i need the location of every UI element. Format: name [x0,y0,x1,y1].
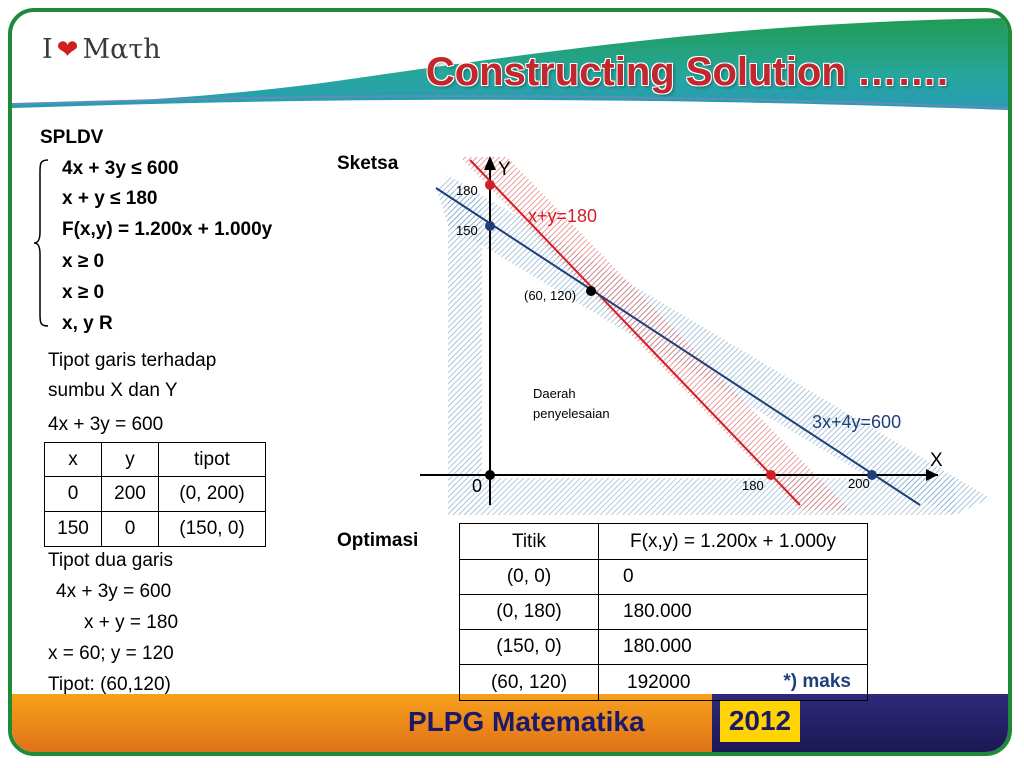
tipot-heading-2: sumbu X dan Y [48,380,178,401]
point-y-150 [485,221,495,231]
intersection-eq-1: 4x + 3y = 600 [56,581,172,602]
constraint-3: x ≥ 0 [62,251,105,272]
cell: 150 [44,511,102,547]
spldv-label: SPLDV [40,127,104,148]
red-line-label: x+y=180 [528,206,597,226]
footer-title: PLPG Matematika [408,706,645,737]
header-titik: Titik [459,523,599,560]
constraint-4: x ≥ 0 [62,282,105,303]
table-row: (0, 0) 0 [459,559,868,595]
max-value: 192000 [627,671,691,693]
table-header-row: Titik F(x,y) = 1.200x + 1.000y [459,523,868,560]
logo: I ❤ Mατh [42,34,161,65]
x-tick-200: 200 [848,476,870,491]
tipot-dua-label: Tipot dua garis [48,550,173,571]
table-row: (60, 120) 192000 *) maks [459,664,868,701]
region-label-2: penyelesaian [533,406,610,421]
y-tick-150: 150 [456,223,478,238]
table-row: 150 0 (150, 0) [44,511,266,547]
table-row: 0 200 (0, 200) [44,476,266,512]
bottom-hatched-strip [482,478,955,515]
domain-constraint: x, y R [62,313,113,334]
point-intersection [586,286,596,296]
header-tipot: tipot [158,442,266,477]
cell: (0, 180) [459,594,599,630]
constraint-2: x + y ≤ 180 [62,188,158,209]
red-line-x-plus-y-180 [469,159,801,506]
cell: (0, 0) [459,559,599,595]
logo-prefix: I [42,34,53,65]
objective-function: F(x,y) = 1.200x + 1.000y [62,219,273,240]
header-y: y [101,442,159,477]
x-axis-arrow [926,469,938,481]
left-hatched-strip [448,190,482,515]
blue-line-label: 3x+4y=600 [812,412,901,432]
point-y-180 [485,180,495,190]
y-axis-label: Y [498,159,511,180]
tipot-table: x y tipot 0 200 (0, 200) 150 0 (150, 0) [44,442,266,547]
intersection-label: (60, 120) [524,288,576,303]
cell: (150, 0) [459,629,599,665]
red-hatched-region [460,157,850,510]
system-brace [33,159,49,327]
footer-left-band [12,694,712,752]
tipot-heading-1: Tipot garis terhadap [48,350,217,371]
x-axis-label: X [930,450,943,471]
optimasi-label: Optimasi [337,530,419,551]
point-x-180 [766,470,776,480]
solution-text: x = 60; y = 120 [48,643,174,664]
constraint-1: 4x + 3y ≤ 600 [62,158,179,179]
max-note: *) maks [783,671,851,692]
blue-line-3x-plus-4y-600 [435,187,921,506]
cell: 180.000 [598,629,868,665]
cell-max: 192000 *) maks [598,664,868,701]
footer-year: 2012 [720,700,800,742]
table-row: (0, 180) 180.000 [459,594,868,630]
logo-word: Mατh [82,34,161,65]
cell: 180.000 [598,594,868,630]
optimasi-table: Titik F(x,y) = 1.200x + 1.000y (0, 0) 0 … [459,523,868,701]
region-label-1: Daerah [533,386,576,401]
blue-hatched-region [436,175,990,515]
y-axis-arrow [484,156,496,170]
header-background [12,12,1008,130]
footer: PLPG Matematika 2012 [12,694,1008,752]
cell: (150, 0) [158,511,266,547]
point-origin [485,470,495,480]
sketch-label: Sketsa [337,153,399,174]
tipot-result: Tipot: (60,120) [48,674,171,695]
cell: 0 [44,476,102,512]
origin-label: 0 [472,476,482,496]
slide-title: Constructing Solution ……. [425,50,948,94]
heart-icon: ❤ [56,34,79,65]
cell: 0 [598,559,868,595]
x-tick-180: 180 [742,478,764,493]
cell: 0 [101,511,159,547]
cell: (0, 200) [158,476,266,512]
table-header-row: x y tipot [44,442,266,477]
header-objective: F(x,y) = 1.200x + 1.000y [598,523,868,560]
cell: (60, 120) [459,664,599,701]
y-tick-180: 180 [456,183,478,198]
point-x-200 [867,470,877,480]
equation-label: 4x + 3y = 600 [48,414,164,435]
intersection-eq-2: x + y = 180 [84,612,179,633]
table-row: (150, 0) 180.000 [459,629,868,665]
